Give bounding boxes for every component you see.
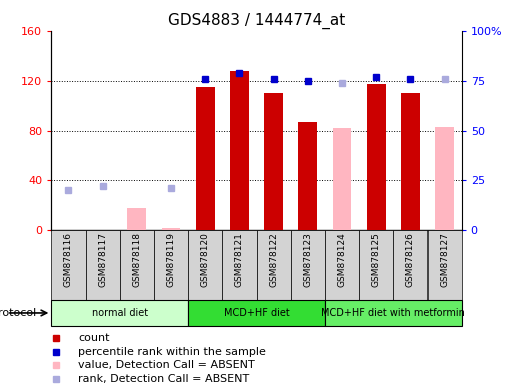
Bar <box>299 122 317 230</box>
Bar <box>256 230 291 300</box>
Bar <box>154 230 188 300</box>
Title: GDS4883 / 1444774_at: GDS4883 / 1444774_at <box>168 13 345 29</box>
Text: GSM878122: GSM878122 <box>269 232 278 287</box>
Bar <box>120 230 154 300</box>
Bar <box>188 230 222 300</box>
Text: GSM878120: GSM878120 <box>201 232 210 287</box>
Text: value, Detection Call = ABSENT: value, Detection Call = ABSENT <box>78 360 255 370</box>
Text: MCD+HF diet: MCD+HF diet <box>224 308 289 318</box>
Text: GSM878125: GSM878125 <box>372 232 381 287</box>
Text: count: count <box>78 333 109 343</box>
Bar <box>325 230 359 300</box>
Bar <box>51 300 188 326</box>
Text: GSM878119: GSM878119 <box>167 232 175 288</box>
Text: percentile rank within the sample: percentile rank within the sample <box>78 347 266 357</box>
Bar <box>401 93 420 230</box>
Text: GSM878116: GSM878116 <box>64 232 73 288</box>
Bar <box>393 230 427 300</box>
Bar <box>291 230 325 300</box>
Bar <box>325 300 462 326</box>
Bar <box>127 208 146 230</box>
Bar <box>162 228 181 230</box>
Bar <box>196 87 214 230</box>
Bar <box>264 93 283 230</box>
Text: GSM878121: GSM878121 <box>235 232 244 287</box>
Text: GSM878118: GSM878118 <box>132 232 141 288</box>
Bar <box>332 128 351 230</box>
Text: GSM878126: GSM878126 <box>406 232 415 287</box>
Text: GSM878127: GSM878127 <box>440 232 449 287</box>
Text: protocol: protocol <box>0 308 36 318</box>
Text: normal diet: normal diet <box>92 308 148 318</box>
Text: MCD+HF diet with metformin: MCD+HF diet with metformin <box>321 308 465 318</box>
Bar <box>427 230 462 300</box>
Text: GSM878117: GSM878117 <box>98 232 107 288</box>
Text: GSM878123: GSM878123 <box>303 232 312 287</box>
Bar <box>367 84 386 230</box>
Bar <box>51 230 86 300</box>
Bar <box>230 71 249 230</box>
Bar <box>222 230 256 300</box>
Bar <box>435 127 454 230</box>
Text: rank, Detection Call = ABSENT: rank, Detection Call = ABSENT <box>78 374 249 384</box>
Bar <box>86 230 120 300</box>
Bar <box>188 300 325 326</box>
Text: GSM878124: GSM878124 <box>338 232 346 287</box>
Bar <box>359 230 393 300</box>
